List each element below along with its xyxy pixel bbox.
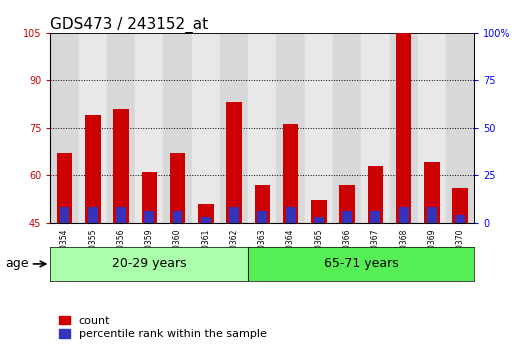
Text: age: age — [5, 257, 29, 270]
Bar — [361, 33, 390, 223]
Bar — [248, 33, 277, 223]
Text: 20-29 years: 20-29 years — [112, 257, 187, 270]
Bar — [201, 217, 211, 223]
Bar — [229, 207, 239, 223]
Bar — [116, 207, 126, 223]
Bar — [198, 204, 214, 223]
Bar — [78, 33, 107, 223]
Bar — [455, 215, 465, 223]
Bar — [424, 162, 440, 223]
Bar — [113, 109, 129, 223]
Bar — [144, 211, 154, 223]
Bar — [399, 207, 409, 223]
Bar — [173, 211, 182, 223]
Bar — [226, 102, 242, 223]
Bar — [390, 33, 418, 223]
Bar — [427, 207, 437, 223]
Bar — [277, 33, 305, 223]
Bar — [311, 200, 326, 223]
Bar — [258, 211, 267, 223]
Bar — [453, 188, 468, 223]
Bar — [248, 247, 474, 281]
Bar — [50, 33, 78, 223]
Bar — [220, 33, 248, 223]
Bar — [85, 115, 101, 223]
Bar — [396, 33, 411, 223]
Bar — [142, 172, 157, 223]
Bar — [314, 217, 324, 223]
Text: GDS473 / 243152_at: GDS473 / 243152_at — [50, 17, 208, 33]
Bar — [170, 153, 185, 223]
Text: 65-71 years: 65-71 years — [324, 257, 399, 270]
Bar — [135, 33, 163, 223]
Bar — [107, 33, 135, 223]
Bar — [368, 166, 383, 223]
Bar — [283, 125, 298, 223]
Bar — [192, 33, 220, 223]
Bar — [57, 153, 72, 223]
Bar — [339, 185, 355, 223]
Bar — [88, 207, 98, 223]
Bar — [370, 211, 381, 223]
Bar — [305, 33, 333, 223]
Bar — [418, 33, 446, 223]
Bar — [163, 33, 192, 223]
Bar — [342, 211, 352, 223]
Legend: count, percentile rank within the sample: count, percentile rank within the sample — [58, 316, 267, 339]
Bar — [333, 33, 361, 223]
Bar — [59, 207, 69, 223]
Bar — [446, 33, 474, 223]
Bar — [286, 207, 296, 223]
Bar — [50, 247, 248, 281]
Bar — [254, 185, 270, 223]
